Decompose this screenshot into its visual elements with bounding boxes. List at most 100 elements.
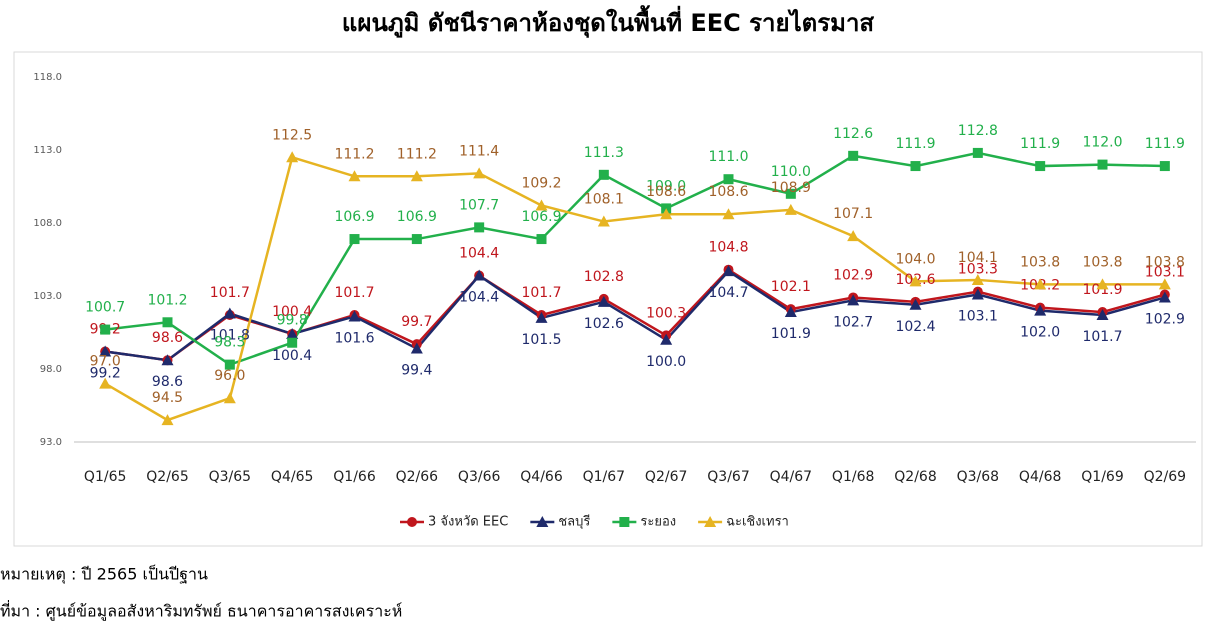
data-point — [223, 307, 236, 319]
data-label: 102.6 — [584, 316, 624, 332]
data-point — [536, 234, 547, 245]
data-label: 101.7 — [210, 285, 250, 301]
data-label: 104.7 — [708, 285, 748, 301]
legend-marker — [536, 516, 549, 527]
data-label: 96.0 — [214, 368, 245, 384]
x-tick-label: Q1/67 — [583, 469, 625, 485]
data-label: 104.1 — [958, 250, 998, 266]
data-label: 99.2 — [90, 365, 121, 381]
data-point — [348, 170, 361, 182]
data-point — [100, 324, 111, 335]
data-point — [909, 275, 922, 287]
data-point — [723, 174, 734, 185]
data-label: 98.3 — [214, 335, 245, 351]
data-point — [1158, 278, 1171, 290]
y-tick-label: 93.0 — [40, 437, 62, 448]
data-label: 101.6 — [334, 330, 374, 346]
data-point — [1034, 304, 1047, 316]
data-label: 112.8 — [958, 123, 998, 139]
data-point — [1159, 161, 1170, 172]
data-label: 111.9 — [1020, 136, 1060, 152]
data-label: 106.9 — [521, 209, 561, 225]
data-point — [161, 414, 174, 426]
data-label: 102.9 — [833, 267, 873, 283]
data-point — [348, 310, 361, 322]
data-point — [473, 269, 486, 281]
data-label: 101.2 — [147, 292, 187, 308]
data-point — [909, 298, 922, 310]
legend-marker — [407, 517, 417, 527]
data-label: 100.0 — [646, 354, 686, 370]
data-label: 106.9 — [397, 209, 437, 225]
data-point — [535, 199, 548, 211]
data-point — [535, 311, 548, 323]
x-tick-label: Q1/66 — [333, 469, 376, 485]
data-point — [848, 150, 859, 161]
legend-label: ระยอง — [640, 515, 676, 530]
x-tick-label: Q3/66 — [458, 469, 501, 485]
data-label: 102.8 — [584, 269, 624, 285]
x-tick-label: Q2/67 — [645, 469, 687, 485]
data-label: 111.2 — [334, 146, 374, 162]
series-line — [104, 269, 1166, 362]
x-tick-label: Q4/67 — [770, 469, 812, 485]
data-label: 99.4 — [401, 363, 432, 379]
x-tick-label: Q2/68 — [894, 469, 936, 485]
data-point — [722, 265, 735, 277]
x-tick-label: Q4/68 — [1019, 469, 1061, 485]
data-label: 101.9 — [1082, 282, 1122, 298]
data-point — [597, 295, 610, 307]
data-point — [660, 333, 673, 345]
data-label: 102.9 — [1145, 311, 1185, 327]
data-label: 111.9 — [895, 136, 935, 152]
chart-title: แผนภูมิ ดัชนีราคาห้องชุดในพื้นที่ EEC รา… — [342, 4, 875, 39]
data-point — [162, 317, 173, 328]
series-line — [105, 151, 1165, 367]
data-label: 101.8 — [210, 328, 250, 344]
data-point — [161, 354, 174, 366]
x-tick-label: Q3/68 — [957, 469, 999, 485]
x-tick-label: Q1/68 — [832, 469, 874, 485]
legend-label: 3 จังหวัด EEC — [428, 515, 508, 530]
data-point — [1096, 278, 1109, 290]
x-tick-label: Q1/65 — [84, 469, 126, 485]
x-tick-label: Q4/65 — [271, 469, 313, 485]
data-point — [972, 147, 983, 158]
data-point — [910, 161, 921, 172]
data-label: 111.3 — [584, 145, 624, 161]
data-point — [1034, 278, 1047, 290]
source: ที่มา : ศูนย์ข้อมูลอสังหาริมทรัพย์ ธนาคา… — [0, 600, 402, 622]
data-point — [473, 167, 486, 179]
y-tick-label: 118.0 — [33, 72, 62, 83]
data-label: 108.9 — [771, 180, 811, 196]
data-label: 108.1 — [584, 192, 624, 208]
data-label: 110.0 — [771, 164, 811, 180]
data-label: 106.9 — [334, 209, 374, 225]
data-point — [784, 203, 797, 215]
data-label: 100.3 — [646, 305, 686, 321]
data-label: 111.4 — [459, 143, 499, 159]
data-label: 97.0 — [90, 354, 121, 370]
y-tick-label: 113.0 — [33, 145, 62, 156]
data-point — [1035, 161, 1046, 172]
data-point — [474, 222, 485, 233]
data-label: 111.0 — [708, 149, 748, 165]
data-label: 104.8 — [708, 240, 748, 256]
series-line — [104, 155, 1165, 422]
data-label: 94.5 — [152, 390, 183, 406]
data-label: 103.8 — [1082, 254, 1122, 270]
data-label: 107.7 — [459, 197, 499, 213]
data-point — [411, 234, 422, 245]
data-label: 112.0 — [1082, 135, 1122, 151]
data-point — [287, 337, 298, 348]
data-point — [847, 294, 860, 306]
data-label: 98.6 — [152, 374, 183, 390]
data-point — [598, 169, 609, 180]
data-label: 108.6 — [708, 184, 748, 200]
x-tick-label: Q2/69 — [1144, 469, 1186, 485]
data-point — [224, 359, 235, 370]
data-label: 101.7 — [334, 285, 374, 301]
data-point — [784, 306, 797, 318]
